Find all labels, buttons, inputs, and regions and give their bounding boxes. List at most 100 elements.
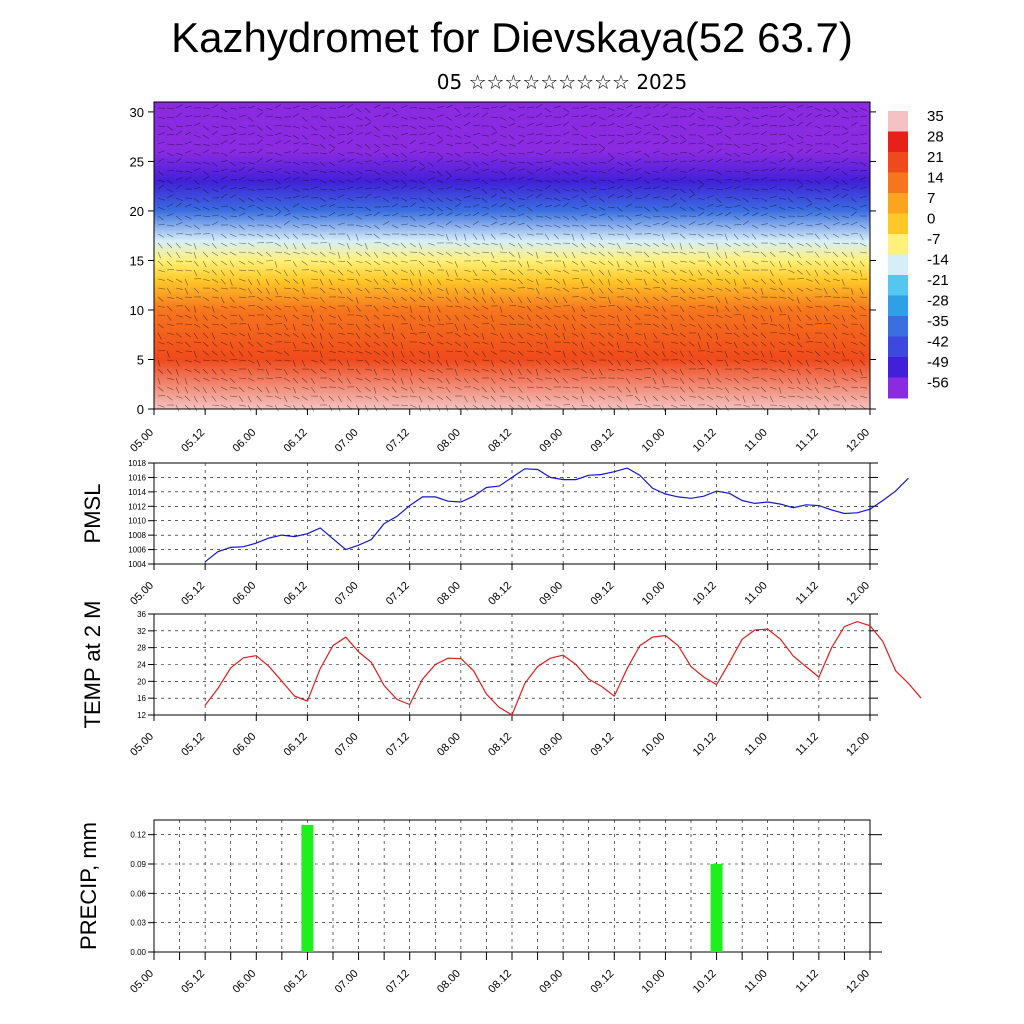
temp-ylabel: TEMP at 2 M [80,601,105,729]
wind-barb [391,113,399,118]
wind-barb [517,197,525,201]
wind-barb [787,143,795,148]
wind-barb [193,215,202,217]
wind-barb [562,251,568,259]
wind-barb [607,341,614,347]
wind-barb [355,305,361,312]
pmsl-y-tick-label: 1014 [128,488,146,497]
wind-barb [490,296,495,304]
wind-barb [598,213,606,217]
wind-barb [409,395,417,398]
wind-barb [859,224,867,229]
wind-barb [184,242,192,246]
wind-barb [697,377,705,380]
wind-barb [679,296,686,302]
wind-barb [805,168,813,172]
wind-barb [508,233,516,239]
wind-barb [751,332,759,337]
colorbar-segment [888,357,908,378]
wind-barb [220,160,228,163]
wind-barb [598,305,607,307]
wind-barb [517,213,525,217]
wind-barb [850,287,854,295]
wind-barb [850,278,858,281]
wind-barb [814,368,823,370]
pmsl-x-tick-label: 09.12 [588,580,616,608]
wind-barb [814,359,822,363]
wind-barb [472,178,480,181]
wind-barb [688,152,696,157]
wind-barb [679,125,687,130]
wind-barb [238,296,247,299]
wind-barb [463,179,471,182]
wind-barb [229,132,237,136]
wind-barb [706,278,712,285]
wind-barb [346,197,354,201]
wind-barb [805,359,809,367]
wind-barb [292,105,300,109]
wind-barb [409,116,417,120]
wind-barb [175,350,183,354]
wind-barb [337,206,345,209]
wind-barb [760,213,768,217]
wind-barb [733,332,740,338]
wind-barb [166,224,174,227]
wind-barb [184,150,192,154]
wind-barb [490,131,498,136]
wind-barb [517,139,524,145]
wind-barb [391,203,399,208]
wind-barb [445,220,452,226]
wind-barb [427,242,435,246]
wind-barb [850,368,858,373]
wind-barb [562,161,570,165]
wind-barb [661,278,667,285]
wind-barb [508,359,515,365]
wind-barb [364,143,371,149]
wind-barb [400,184,407,190]
wind-barb [634,260,639,268]
wind-barb [490,359,494,367]
wind-barb [409,359,416,365]
wind-barb [490,140,498,145]
wind-barb [283,212,291,217]
temp-y-tick-label: 32 [137,627,146,636]
wind-barb [238,197,245,203]
heatmap-y-tick-label: 10 [130,303,144,318]
wind-barb [328,278,333,286]
wind-barb [814,269,819,277]
wind-barb [256,170,264,173]
wind-barb [418,224,426,228]
wind-barb [832,222,840,226]
wind-barb [634,404,643,406]
wind-barb [157,179,165,183]
temp-y-tick-label: 12 [137,711,146,720]
wind-barb [247,269,255,272]
wind-barb [769,186,777,190]
wind-barb [733,143,740,149]
page-subtitle: 05 ☆☆☆☆☆☆☆☆☆ 2025 [436,70,688,94]
wind-barb [796,395,804,399]
wind-barb [589,251,597,256]
wind-barb [454,107,461,113]
wind-barb [706,386,714,390]
wind-barb [841,125,848,131]
wind-barb [589,150,597,154]
wind-barb [778,323,785,330]
wind-barb [184,260,193,262]
wind-barb [706,203,714,208]
wind-barb [157,233,165,238]
wind-barb [283,269,288,277]
wind-barb [373,395,379,402]
wind-barb [733,350,740,356]
wind-barb [697,395,704,401]
wind-barb [220,341,228,346]
wind-barb [571,260,579,266]
wind-barb [400,359,408,365]
wind-barb [859,323,865,330]
wind-barb [517,106,525,109]
wind-barb [535,386,544,388]
wind-barb [589,187,597,190]
wind-barb [625,404,630,412]
wind-barb [706,350,714,354]
wind-barb [337,314,342,322]
